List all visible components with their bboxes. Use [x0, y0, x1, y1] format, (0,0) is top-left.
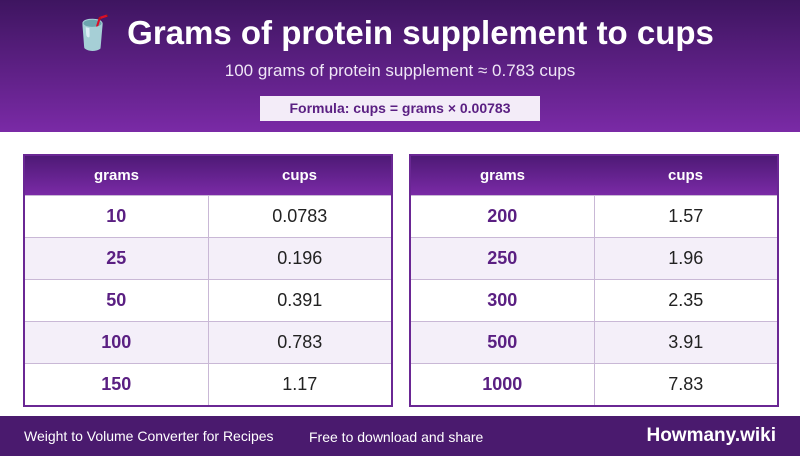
- grams-cell: 100: [23, 321, 209, 364]
- header: 🥤 Grams of protein supplement to cups 100…: [0, 0, 800, 132]
- grams-cell: 50: [23, 279, 209, 322]
- cups-cell: 3.91: [593, 321, 779, 364]
- conversion-table: grams cups 200 1.57 250 1.96 300 2.35 500 3.91 100…: [409, 154, 779, 407]
- row: 25 0.196: [23, 237, 393, 280]
- footer-middle: Free to download and share: [309, 429, 484, 445]
- grams-cell: 250: [409, 237, 595, 280]
- grams-cell: 25: [23, 237, 209, 280]
- grams-cell: 1000: [409, 363, 595, 407]
- conversion-table: grams cups 10 0.0783 25 0.196 50 0.391 100 0.783 1…: [23, 154, 393, 407]
- title-text: Grams of protein supplement to cups: [127, 14, 714, 51]
- cups-cell: 1.96: [593, 237, 779, 280]
- grams-cell: 10: [23, 195, 209, 238]
- formula: Formula: cups = grams × 0.00783: [260, 96, 540, 121]
- row: 1000 7.83: [409, 363, 779, 407]
- row: 300 2.35: [409, 279, 779, 322]
- row: 10 0.0783: [23, 195, 393, 238]
- cups-cell: 1.57: [593, 195, 779, 238]
- header-row: grams cups: [410, 155, 778, 196]
- row: 200 1.57: [409, 195, 779, 238]
- cups-cell: 0.783: [207, 321, 393, 364]
- grams-cell: 200: [409, 195, 595, 238]
- row: 100 0.783: [23, 321, 393, 364]
- row: 500 3.91: [409, 321, 779, 364]
- cups-cell: 0.391: [207, 279, 393, 322]
- grams-cell: 150: [23, 363, 209, 407]
- row: 50 0.391: [23, 279, 393, 322]
- icon: 🥤: [72, 14, 114, 51]
- grams-cell: 500: [409, 321, 595, 364]
- column-header: cups: [208, 155, 392, 196]
- cups-cell: 2.35: [593, 279, 779, 322]
- subtitle: 100 grams of protein supplement ≈ 0.783 …: [224, 61, 576, 80]
- cups-cell: 0.196: [207, 237, 393, 280]
- column-header: grams: [24, 155, 208, 196]
- grams-cell: 300: [409, 279, 595, 322]
- footer: Weight to Volume Converter for Recipes F…: [0, 416, 800, 456]
- row: 250 1.96: [409, 237, 779, 280]
- cups-cell: 7.83: [593, 363, 779, 407]
- column-header: grams: [410, 155, 594, 196]
- footer-left: Weight to Volume Converter for Recipes: [24, 428, 274, 444]
- cups-cell: 1.17: [207, 363, 393, 407]
- brand[interactable]: Howmany.wiki: [646, 425, 776, 446]
- column-header: cups: [594, 155, 778, 196]
- title: 🥤 Grams of protein supplement to cups: [0, 14, 800, 53]
- header-row: grams cups: [24, 155, 392, 196]
- cups-cell: 0.0783: [207, 195, 393, 238]
- row: 150 1.17: [23, 363, 393, 407]
